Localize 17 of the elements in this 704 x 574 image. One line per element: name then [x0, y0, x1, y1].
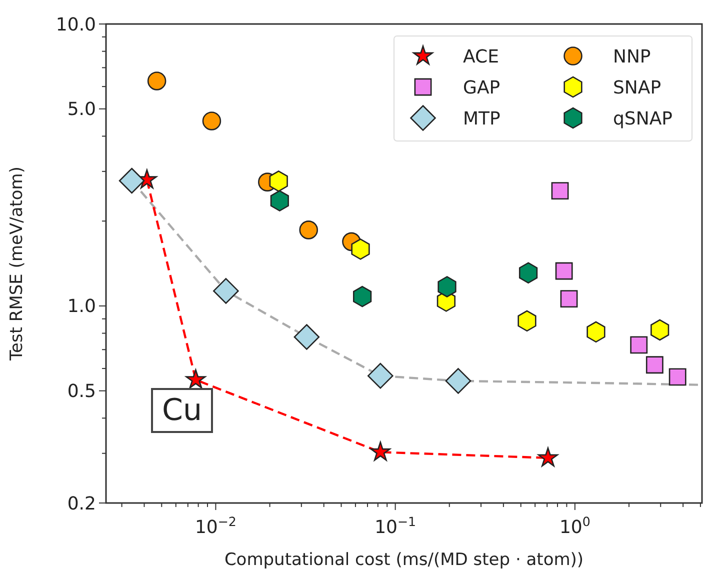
y-tick-label: 1.0 — [67, 296, 96, 318]
legend-label: MTP — [463, 108, 501, 130]
legend-label: GAP — [463, 77, 500, 98]
legend-label: ACE — [463, 46, 499, 68]
x-axis-title: Computational cost (ms/(MD step · atom)) — [224, 550, 584, 570]
legend-label: qSNAP — [613, 108, 673, 130]
legend-label: SNAP — [613, 77, 662, 98]
x-tick-label: 10$^{−2}$ — [194, 514, 236, 538]
y-tick-label: 10.0 — [56, 14, 96, 36]
y-axis-title: Test RMSE (meV/atom) — [7, 166, 27, 362]
y-tick-label: 5.0 — [67, 99, 96, 120]
x-tick-label: 10$^{0}$ — [559, 514, 590, 538]
x-tick-label: 10$^{−1}$ — [374, 514, 416, 538]
annotation: Cu — [162, 393, 202, 428]
y-tick-label: 0.5 — [67, 381, 96, 402]
y-tick-label: 0.2 — [67, 493, 96, 514]
legend-label: NNP — [613, 46, 651, 68]
